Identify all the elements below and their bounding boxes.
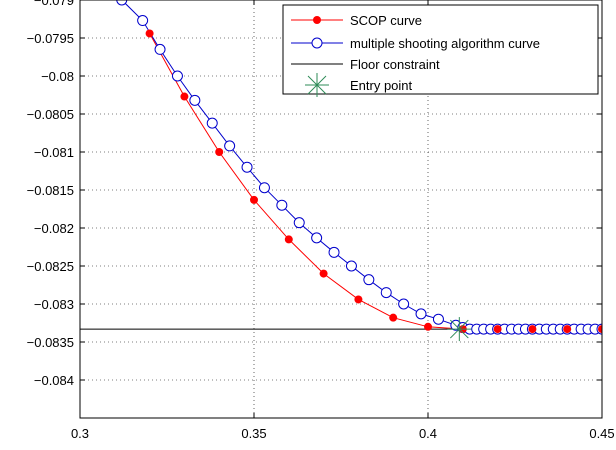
y-tick-label: −0.083	[34, 297, 74, 312]
y-tick-label: −0.0825	[27, 259, 74, 274]
y-tick-label: −0.08	[41, 69, 74, 84]
y-tick-label: −0.084	[34, 373, 74, 388]
multiple-shooting-point	[328, 246, 340, 258]
scop-point	[284, 235, 293, 244]
multiple-shooting-point	[415, 308, 427, 320]
entry-point-stroke	[449, 319, 469, 339]
y-tick-label: −0.0835	[27, 335, 74, 350]
plot-frame	[79, 0, 603, 419]
legend-entry-floor: Floor constraint	[291, 57, 440, 72]
legend-entry-entry-point: Entry point	[305, 73, 413, 97]
multiple-shooting-point	[137, 15, 149, 27]
scop-point	[493, 325, 502, 334]
entry-point-marker	[447, 317, 472, 342]
multiple-shooting-point	[311, 232, 323, 244]
multiple-shooting-point	[241, 161, 253, 173]
axis-ticks: 0.3 0.35 0.4 0.45 −0.079 −0.0795 −0.08 −0.0805 −…	[27, 0, 615, 441]
multiple-shooting-point	[116, 0, 128, 6]
scop-point	[424, 322, 432, 331]
legend-marker-entry-point	[305, 73, 329, 97]
y-tick-label: −0.079	[34, 0, 74, 8]
multiple-shooting-point	[224, 140, 236, 152]
scop-point	[250, 195, 258, 204]
legend-label-multiple-shooting: multiple shooting algorithm curve	[350, 36, 540, 51]
legend-entry-scop: SCOP curve	[291, 13, 422, 28]
legend-entry-multiple-shooting: multiple shooting algorithm curve	[291, 36, 540, 51]
scop-point	[389, 313, 398, 322]
multiple-shooting-point	[432, 313, 444, 325]
multiple-shooting-point	[206, 117, 218, 129]
multiple-shooting-point	[258, 182, 270, 194]
multiple-shooting-point	[171, 70, 183, 82]
y-tick-label: −0.0795	[27, 31, 74, 46]
scop-point	[528, 325, 537, 334]
multiple-shooting-point	[276, 199, 288, 211]
legend-marker-scop	[313, 16, 321, 24]
legend-label-entry-point: Entry point	[350, 78, 413, 93]
series-layer	[80, 0, 602, 342]
scop-point	[563, 325, 572, 334]
legend: SCOP curve multiple shooting algorithm c…	[282, 4, 599, 97]
x-tick-label: 0.35	[241, 426, 266, 441]
multiple-shooting-point	[293, 217, 305, 229]
scop-point	[354, 295, 363, 304]
x-tick-label: 0.4	[419, 426, 437, 441]
y-tick-label: −0.081	[34, 145, 74, 160]
y-tick-label: −0.0805	[27, 107, 74, 122]
x-tick-label: 0.45	[589, 426, 614, 441]
multiple-shooting-point	[154, 43, 166, 55]
legend-label-floor: Floor constraint	[350, 57, 440, 72]
scop-point	[180, 92, 189, 101]
legend-marker-multiple-shooting	[311, 37, 323, 49]
multiple-shooting-point	[398, 298, 410, 310]
x-tick-label: 0.3	[71, 426, 89, 441]
multiple-shooting-point	[189, 94, 201, 106]
y-tick-label: −0.082	[34, 221, 74, 236]
scop-point	[598, 325, 602, 334]
multiple-shooting-point	[380, 287, 392, 299]
scop-point	[319, 269, 328, 278]
scop-point	[145, 29, 154, 38]
multiple-shooting-point	[363, 274, 375, 286]
scop-point	[215, 148, 224, 156]
legend-label-scop: SCOP curve	[350, 13, 422, 28]
multiple-shooting-point	[345, 260, 357, 272]
y-tick-label: −0.0815	[27, 183, 74, 198]
